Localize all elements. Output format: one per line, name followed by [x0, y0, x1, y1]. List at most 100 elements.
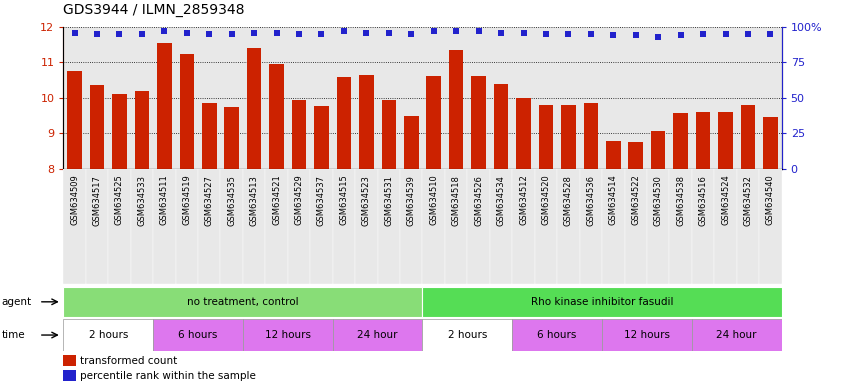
Point — [471, 28, 484, 34]
Point — [606, 32, 619, 38]
Bar — [445, 169, 467, 284]
Bar — [740, 105, 755, 169]
Text: GSM634513: GSM634513 — [249, 175, 258, 225]
Bar — [695, 112, 710, 169]
Text: GSM634509: GSM634509 — [70, 175, 79, 225]
Bar — [583, 103, 598, 169]
Bar — [112, 94, 127, 169]
Bar — [668, 169, 691, 284]
Bar — [202, 103, 216, 169]
Text: GSM634518: GSM634518 — [452, 175, 460, 225]
Bar — [762, 118, 776, 169]
Bar — [650, 131, 665, 169]
Text: GSM634539: GSM634539 — [406, 175, 415, 225]
Point — [269, 30, 283, 36]
Point — [292, 31, 306, 37]
Bar — [68, 71, 82, 169]
Text: GSM634515: GSM634515 — [339, 175, 348, 225]
Point — [225, 31, 238, 37]
Bar — [63, 355, 76, 366]
Bar — [89, 86, 104, 169]
Bar — [713, 169, 736, 284]
Text: 6 hours: 6 hours — [178, 330, 218, 340]
Bar — [605, 141, 619, 169]
Text: GSM634534: GSM634534 — [496, 175, 505, 225]
Text: GDS3944 / ILMN_2859348: GDS3944 / ILMN_2859348 — [63, 3, 245, 17]
Text: GSM634532: GSM634532 — [743, 175, 751, 225]
Bar — [265, 169, 288, 284]
Point — [561, 31, 575, 37]
Point — [628, 32, 641, 38]
Text: 12 hours: 12 hours — [264, 330, 311, 340]
Text: GSM634520: GSM634520 — [541, 175, 549, 225]
Bar — [579, 169, 601, 284]
Point — [404, 31, 418, 37]
Point — [158, 28, 171, 34]
Bar — [359, 75, 373, 169]
Point — [90, 31, 104, 37]
Text: GSM634519: GSM634519 — [182, 175, 191, 225]
Text: GSM634517: GSM634517 — [93, 175, 101, 225]
Text: GSM634522: GSM634522 — [630, 175, 640, 225]
Point — [449, 28, 463, 34]
Bar — [736, 169, 758, 284]
Bar — [601, 169, 624, 284]
Point — [360, 30, 373, 36]
Text: GSM634536: GSM634536 — [586, 175, 595, 226]
Point — [718, 31, 732, 37]
Bar — [153, 169, 176, 284]
Text: GSM634516: GSM634516 — [698, 175, 706, 225]
Bar — [63, 370, 76, 381]
Bar — [246, 48, 261, 169]
Text: GSM634527: GSM634527 — [204, 175, 214, 225]
Text: GSM634540: GSM634540 — [765, 175, 774, 225]
Point — [68, 30, 81, 36]
Text: GSM634528: GSM634528 — [563, 175, 572, 225]
Bar — [628, 142, 642, 169]
Point — [180, 30, 193, 36]
Bar — [691, 169, 713, 284]
Bar — [467, 169, 490, 284]
Bar — [63, 319, 153, 351]
Text: 2 hours: 2 hours — [447, 330, 486, 340]
Point — [426, 28, 440, 34]
Bar — [538, 105, 553, 169]
Point — [538, 31, 552, 37]
Point — [381, 30, 395, 36]
Bar — [516, 98, 530, 169]
Point — [314, 31, 327, 37]
Bar — [288, 169, 310, 284]
Text: GSM634523: GSM634523 — [361, 175, 371, 225]
Text: GSM634533: GSM634533 — [138, 175, 146, 226]
Bar — [134, 91, 149, 169]
Text: GSM634521: GSM634521 — [272, 175, 281, 225]
Point — [763, 31, 776, 37]
Bar — [336, 77, 351, 169]
Bar — [556, 169, 579, 284]
Text: GSM634511: GSM634511 — [160, 175, 169, 225]
Point — [247, 30, 261, 36]
Bar — [717, 112, 732, 169]
Bar — [426, 76, 441, 169]
Text: percentile rank within the sample: percentile rank within the sample — [80, 371, 256, 381]
Bar — [131, 169, 153, 284]
Bar — [422, 287, 781, 317]
Bar — [399, 169, 422, 284]
Point — [695, 31, 709, 37]
Bar — [354, 169, 377, 284]
Bar — [422, 169, 445, 284]
Point — [673, 32, 686, 38]
Text: GSM634524: GSM634524 — [720, 175, 729, 225]
Bar — [673, 113, 687, 169]
Text: transformed count: transformed count — [80, 356, 177, 366]
Point — [517, 30, 530, 36]
Point — [651, 34, 664, 40]
Text: GSM634537: GSM634537 — [316, 175, 326, 226]
Bar — [647, 169, 668, 284]
Bar — [381, 100, 396, 169]
Text: GSM634510: GSM634510 — [429, 175, 438, 225]
Text: agent: agent — [2, 297, 32, 307]
Bar — [314, 106, 328, 169]
Text: 24 hour: 24 hour — [716, 330, 756, 340]
Text: GSM634530: GSM634530 — [653, 175, 662, 225]
